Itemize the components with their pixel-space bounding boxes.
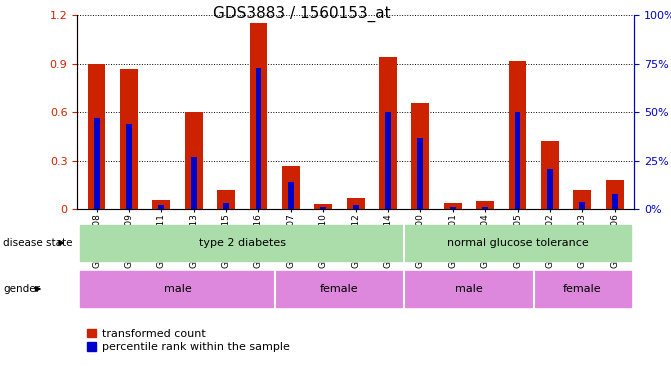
Bar <box>152 200 170 209</box>
Bar <box>404 271 533 307</box>
Bar <box>612 194 617 209</box>
Bar <box>574 190 591 209</box>
Bar <box>509 61 527 209</box>
Bar <box>250 23 268 209</box>
Text: GDS3883 / 1560153_at: GDS3883 / 1560153_at <box>213 6 391 22</box>
Bar <box>347 198 364 209</box>
Bar <box>88 64 105 209</box>
Bar <box>541 141 559 209</box>
Legend: transformed count, percentile rank within the sample: transformed count, percentile rank withi… <box>83 324 294 357</box>
Bar <box>547 169 553 209</box>
Bar <box>482 207 488 209</box>
Bar <box>606 180 623 209</box>
Bar <box>288 182 294 209</box>
Text: disease state: disease state <box>3 238 73 248</box>
Bar <box>94 118 99 209</box>
Bar <box>450 207 456 209</box>
Text: normal glucose tolerance: normal glucose tolerance <box>447 238 588 248</box>
Text: male: male <box>455 284 483 294</box>
Bar <box>353 205 358 209</box>
Bar <box>444 203 462 209</box>
Text: female: female <box>563 284 602 294</box>
Bar <box>223 204 229 209</box>
Bar <box>476 201 494 209</box>
Bar <box>417 137 423 209</box>
Bar <box>379 57 397 209</box>
Bar <box>158 205 164 209</box>
Bar <box>217 190 235 209</box>
Bar <box>81 271 274 307</box>
Text: male: male <box>164 284 191 294</box>
Bar <box>282 166 300 209</box>
Bar <box>411 103 429 209</box>
Text: type 2 diabetes: type 2 diabetes <box>199 238 286 248</box>
Bar <box>81 225 404 261</box>
Bar <box>185 113 203 209</box>
Bar <box>515 113 521 209</box>
Bar <box>404 225 631 261</box>
Bar <box>126 124 132 209</box>
Text: female: female <box>320 284 359 294</box>
Bar <box>533 271 631 307</box>
Bar <box>256 68 262 209</box>
Bar <box>320 207 326 209</box>
Bar <box>274 271 404 307</box>
Bar <box>120 69 138 209</box>
Text: gender: gender <box>3 284 40 294</box>
Bar <box>314 204 332 209</box>
Bar <box>579 202 585 209</box>
Bar <box>385 113 391 209</box>
Bar <box>191 157 197 209</box>
